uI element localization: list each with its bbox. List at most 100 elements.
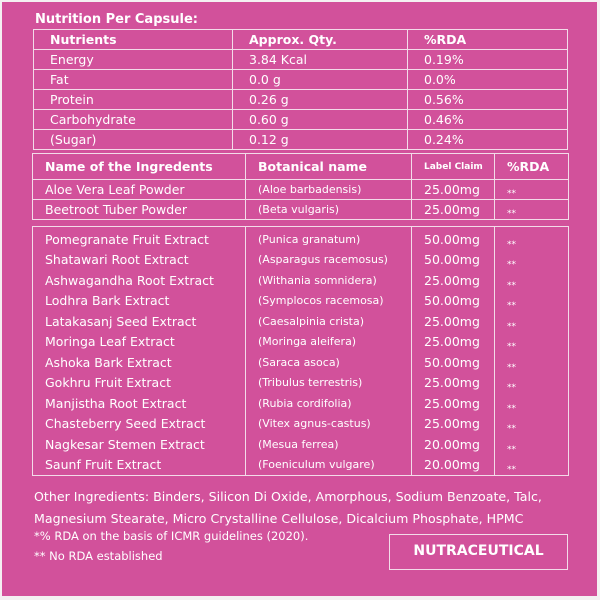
cell-label-claim: 25.00mg	[411, 393, 495, 414]
footnote-no-rda: ** No RDA established	[34, 549, 163, 563]
cell-rda: **	[494, 454, 569, 476]
cell-rda: 0.19%	[407, 49, 568, 70]
cell-name: Fat	[33, 69, 233, 90]
table-row: (Sugar) 0.12 g 0.24%	[33, 129, 568, 150]
cell-label-claim: 25.00mg	[411, 199, 495, 220]
cell-name: Ashwagandha Root Extract	[32, 270, 246, 291]
table-row: Saunf Fruit Extract (Foeniculum vulgare) 2…	[32, 454, 569, 476]
table-row: Ashoka Bark Extract (Saraca asoca) 50.00mg…	[32, 352, 569, 373]
cell-rda: 0.56%	[407, 89, 568, 110]
cell-rda: 0.0%	[407, 69, 568, 90]
cell-rda: **	[494, 311, 569, 332]
cell-label-claim: 20.00mg	[411, 434, 495, 455]
cell-rda: 0.24%	[407, 129, 568, 150]
table-row: Beetroot Tuber Powder (Beta vulgaris) 25.0…	[32, 199, 569, 220]
cell-botanical: (Caesalpinia crista)	[245, 311, 412, 332]
cell-name: Pomegranate Fruit Extract	[32, 226, 246, 250]
table-row: Chasteberry Seed Extract (Vitex agnus-cas…	[32, 413, 569, 434]
header-label-claim: Label Claim	[411, 153, 495, 180]
header-rda: %RDA	[494, 153, 569, 180]
cell-name: Protein	[33, 89, 233, 110]
cell-rda: **	[494, 249, 569, 270]
other-ingredients: Other Ingredients: Binders, Silicon Di O…	[34, 489, 542, 526]
cell-botanical: (Asparagus racemosus)	[245, 249, 412, 270]
cell-label-claim: 25.00mg	[411, 372, 495, 393]
cell-botanical: (Saraca asoca)	[245, 352, 412, 373]
cell-name: Shatawari Root Extract	[32, 249, 246, 270]
cell-name: Energy	[33, 49, 233, 70]
ingredients-table: Name of the Ingredents Botanical name La…	[32, 153, 569, 220]
cell-botanical: (Withania somnidera)	[245, 270, 412, 291]
cell-name: Gokhru Fruit Extract	[32, 372, 246, 393]
cell-label-claim: 25.00mg	[411, 311, 495, 332]
cell-rda: **	[494, 434, 569, 455]
ingredients-table-extracts: Pomegranate Fruit Extract (Punica granatu…	[32, 226, 569, 476]
cell-name: Ashoka Bark Extract	[32, 352, 246, 373]
cell-rda: **	[494, 270, 569, 291]
cell-name: Chasteberry Seed Extract	[32, 413, 246, 434]
table-row: Fat 0.0 g 0.0%	[33, 69, 568, 90]
cell-rda: **	[494, 372, 569, 393]
cell-name: (Sugar)	[33, 129, 233, 150]
cell-botanical: (Moringa aleifera)	[245, 331, 412, 352]
table-row: Manjistha Root Extract (Rubia cordifolia)…	[32, 393, 569, 414]
cell-label-claim: 50.00mg	[411, 352, 495, 373]
cell-rda: **	[494, 226, 569, 250]
cell-value: 0.60 g	[232, 109, 408, 130]
cell-rda: **	[494, 179, 569, 200]
header-ingredient: Name of the Ingredents	[32, 153, 246, 180]
table-row: Ashwagandha Root Extract (Withania somnid…	[32, 270, 569, 291]
cell-value: 0.12 g	[232, 129, 408, 150]
cell-botanical: (Aloe barbadensis)	[245, 179, 412, 200]
cell-rda: **	[494, 393, 569, 414]
table-row: Energy 3.84 Kcal 0.19%	[33, 49, 568, 70]
table-row: Lodhra Bark Extract (Symplocos racemosa) 5…	[32, 290, 569, 311]
cell-botanical: (Tribulus terrestris)	[245, 372, 412, 393]
cell-botanical: (Beta vulgaris)	[245, 199, 412, 220]
cell-label-claim: 25.00mg	[411, 270, 495, 291]
header-rda: %RDA	[407, 29, 568, 50]
table-row: Shatawari Root Extract (Asparagus racemos…	[32, 249, 569, 270]
nutraceutical-badge: NUTRACEUTICAL	[389, 534, 568, 570]
cell-botanical: (Symplocos racemosa)	[245, 290, 412, 311]
cell-label-claim: 25.00mg	[411, 413, 495, 434]
table-header-row: Name of the Ingredents Botanical name La…	[32, 153, 569, 180]
cell-botanical: (Mesua ferrea)	[245, 434, 412, 455]
cell-rda: **	[494, 413, 569, 434]
cell-label-claim: 50.00mg	[411, 290, 495, 311]
cell-rda: **	[494, 199, 569, 220]
cell-label-claim: 25.00mg	[411, 179, 495, 200]
cell-value: 0.0 g	[232, 69, 408, 90]
cell-name: Lodhra Bark Extract	[32, 290, 246, 311]
section-title: Nutrition Per Capsule:	[35, 12, 198, 27]
cell-name: Manjistha Root Extract	[32, 393, 246, 414]
footnote-rda: *% RDA on the basis of ICMR guidelines (…	[34, 529, 309, 543]
cell-value: 3.84 Kcal	[232, 49, 408, 70]
cell-rda: **	[494, 290, 569, 311]
cell-name: Moringa Leaf Extract	[32, 331, 246, 352]
table-row: Pomegranate Fruit Extract (Punica granatu…	[32, 226, 569, 250]
cell-label-claim: 50.00mg	[411, 226, 495, 250]
cell-name: Nagkesar Stemen Extract	[32, 434, 246, 455]
cell-name: Beetroot Tuber Powder	[32, 199, 246, 220]
nutrition-table: Nutrients Approx. Qty. %RDA Energy 3.84 K…	[33, 29, 568, 150]
cell-botanical: (Rubia cordifolia)	[245, 393, 412, 414]
table-row: Moringa Leaf Extract (Moringa aleifera) 25…	[32, 331, 569, 352]
table-header-row: Nutrients Approx. Qty. %RDA	[33, 29, 568, 50]
header-botanical: Botanical name	[245, 153, 412, 180]
cell-label-claim: 20.00mg	[411, 454, 495, 476]
table-row: Gokhru Fruit Extract (Tribulus terrestris…	[32, 372, 569, 393]
table-row: Protein 0.26 g 0.56%	[33, 89, 568, 110]
table-row: Nagkesar Stemen Extract (Mesua ferrea) 20.…	[32, 434, 569, 455]
cell-value: 0.26 g	[232, 89, 408, 110]
table-row: Carbohydrate 0.60 g 0.46%	[33, 109, 568, 130]
cell-label-claim: 50.00mg	[411, 249, 495, 270]
cell-name: Aloe Vera Leaf Powder	[32, 179, 246, 200]
cell-rda: **	[494, 352, 569, 373]
cell-botanical: (Punica granatum)	[245, 226, 412, 250]
cell-botanical: (Vitex agnus-castus)	[245, 413, 412, 434]
cell-name: Latakasanj Seed Extract	[32, 311, 246, 332]
cell-name: Saunf Fruit Extract	[32, 454, 246, 476]
cell-name: Carbohydrate	[33, 109, 233, 130]
